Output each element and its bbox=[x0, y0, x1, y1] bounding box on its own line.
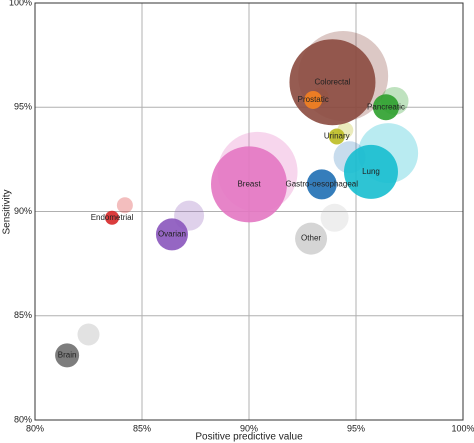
x-tick-label: 100% bbox=[451, 423, 474, 433]
bubble bbox=[306, 169, 337, 200]
point-label: Pancreatic bbox=[367, 102, 405, 111]
x-axis-title: Positive predictive value bbox=[195, 432, 303, 443]
bubble bbox=[105, 210, 120, 225]
bubble bbox=[328, 128, 345, 145]
x-tick-label: 85% bbox=[133, 423, 151, 433]
x-tick-label: 90% bbox=[240, 423, 258, 433]
point-label: Breast bbox=[237, 180, 261, 189]
point-label: Endometrial bbox=[91, 213, 134, 222]
bubble bbox=[372, 94, 399, 121]
bubble bbox=[116, 197, 133, 214]
x-tick-label: 95% bbox=[347, 423, 365, 433]
y-tick-label: 95% bbox=[14, 102, 32, 112]
plot-frame bbox=[34, 2, 464, 421]
y-axis-title: Sensitivity bbox=[2, 189, 13, 234]
point-label: Gastro-oesophageal bbox=[286, 180, 359, 189]
point-label: Brain bbox=[58, 350, 77, 359]
bubble bbox=[55, 343, 80, 368]
bubble bbox=[295, 222, 328, 255]
point-label: Colorectal bbox=[314, 77, 350, 86]
bubble bbox=[343, 144, 398, 199]
y-tick-label: 85% bbox=[14, 310, 32, 320]
x-tick-label: 80% bbox=[26, 423, 44, 433]
point-label: Ovarian bbox=[158, 230, 186, 239]
point-label: Urinary bbox=[324, 132, 350, 141]
y-tick-label: 80% bbox=[14, 414, 32, 424]
point-label: Lung bbox=[362, 167, 380, 176]
y-tick-label: 90% bbox=[14, 206, 32, 216]
bubble bbox=[211, 146, 287, 223]
bubble bbox=[320, 203, 349, 232]
bubble bbox=[77, 323, 100, 346]
bubble bbox=[304, 90, 323, 109]
point-label: Prostatic bbox=[298, 95, 329, 104]
y-tick-label: 100% bbox=[9, 0, 32, 7]
point-label: Other bbox=[301, 234, 321, 243]
bubble bbox=[155, 218, 188, 251]
